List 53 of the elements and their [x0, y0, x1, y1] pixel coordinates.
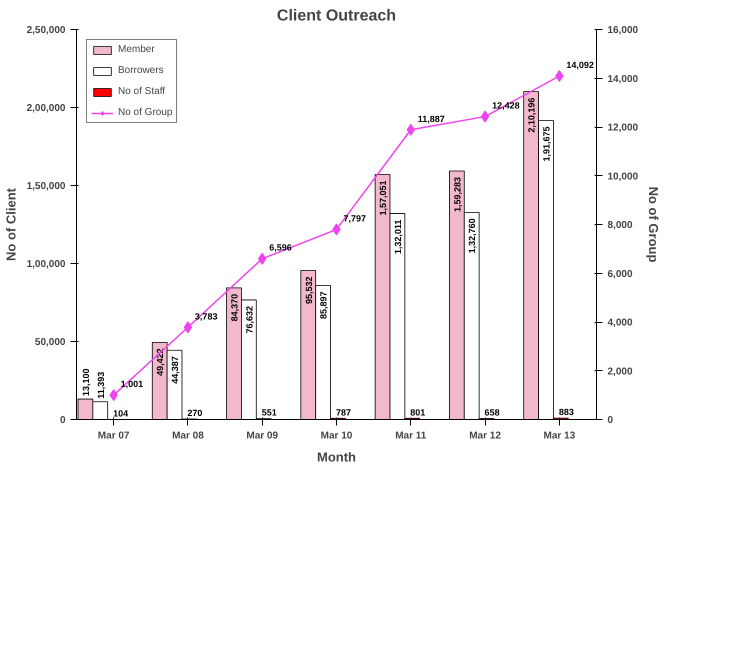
data-label: 1,32,760 [467, 218, 478, 254]
data-label: 95,532 [304, 276, 314, 304]
data-label: 2,10,196 [526, 98, 537, 133]
x-tick-label: Mar 13 [544, 430, 576, 442]
y2-tick-label: 14,000 [608, 74, 639, 85]
data-label: 551 [262, 408, 277, 418]
data-label: 6,596 [269, 242, 292, 253]
data-label: 85,897 [318, 291, 329, 320]
data-label: 1,91,675 [541, 126, 552, 162]
data-label: 11,887 [418, 114, 445, 124]
data-label: 11,393 [96, 372, 106, 399]
y-tick-label: 1,50,000 [26, 181, 66, 192]
y2-axis-title: No of Group [646, 186, 662, 262]
data-label: 883 [558, 407, 574, 418]
y2-tick-label: 16,000 [608, 25, 639, 36]
y2-tick-label: 4,000 [608, 318, 633, 328]
y2-tick-label: 2,000 [608, 366, 633, 378]
data-label: 84,370 [229, 294, 240, 322]
data-label: 1,32,011 [392, 220, 403, 254]
data-label: 13,100 [80, 368, 91, 396]
data-label: 104 [113, 408, 128, 418]
chart-title: Client Outreach [276, 8, 396, 24]
data-label: 1,57,051 [378, 180, 388, 216]
x-axis-title: Month [317, 450, 356, 464]
data-label: 1,59,283 [452, 177, 462, 212]
y-tick-label: 2,50,000 [26, 25, 66, 36]
x-tick-label: Mar 09 [246, 430, 278, 442]
x-tick-label: Mar 10 [320, 430, 353, 442]
legend-label: Member [118, 44, 155, 55]
y-tick-label: 50,000 [34, 337, 66, 348]
y2-tick-label: 0 [608, 415, 614, 426]
legend-label: No of Staff [118, 86, 166, 97]
data-label: 14,092 [566, 60, 594, 70]
y-tick-label: 0 [60, 415, 66, 426]
y2-tick-label: 12,000 [608, 122, 639, 134]
data-label: 76,632 [244, 306, 254, 334]
x-tick-label: Mar 08 [172, 430, 204, 442]
data-label: 44,387 [170, 356, 180, 384]
y2-tick-label: 6,000 [608, 268, 633, 280]
data-label: 658 [484, 407, 500, 418]
y-tick-label: 1,00,000 [26, 259, 66, 270]
y-tick-label: 2,00,000 [26, 103, 66, 114]
data-label: 787 [336, 407, 352, 418]
x-tick-label: Mar 12 [469, 430, 502, 442]
y-axis-title: No of Client [4, 187, 19, 261]
legend-label: Borrowers [118, 65, 164, 76]
data-label: 801 [410, 407, 426, 418]
data-label: 270 [187, 408, 202, 418]
y2-tick-label: 10,000 [608, 171, 639, 182]
x-tick-label: Mar 11 [395, 430, 427, 442]
legend-label: No of Group [118, 107, 172, 118]
y2-tick-label: 8,000 [608, 220, 633, 231]
x-tick-label: Mar 07 [98, 430, 130, 442]
